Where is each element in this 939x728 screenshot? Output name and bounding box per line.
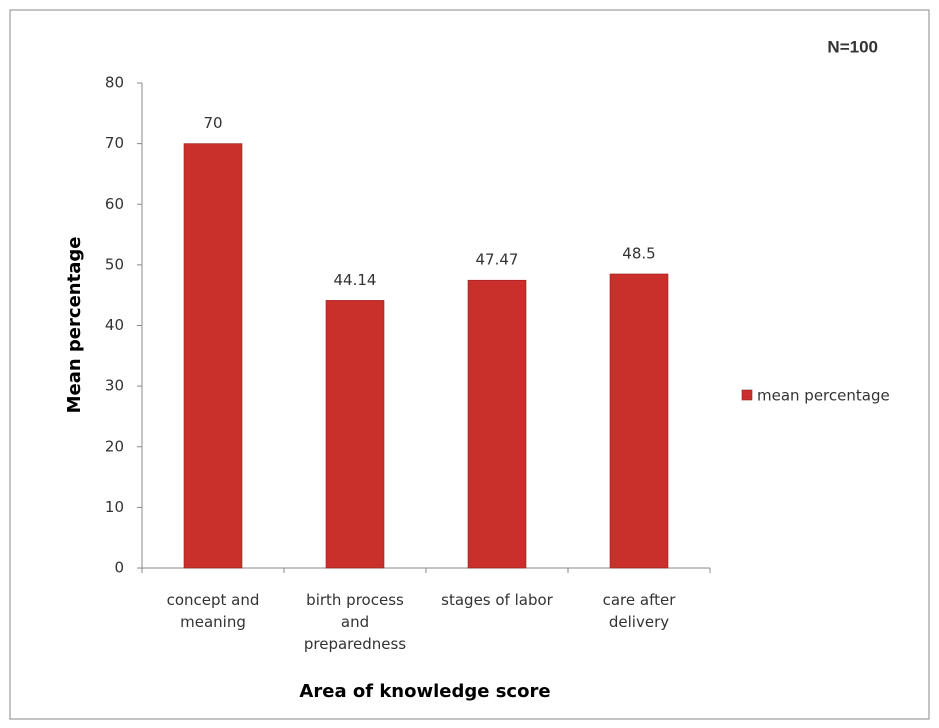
bar — [609, 273, 669, 569]
y-tick-label: 60 — [105, 195, 124, 213]
y-tick-label: 30 — [105, 377, 124, 395]
y-tick-label: 70 — [105, 134, 124, 152]
y-tick-label: 40 — [105, 316, 124, 334]
y-axis-title: Mean percentage — [64, 237, 85, 414]
bar — [325, 300, 385, 569]
y-tick-label: 20 — [105, 437, 124, 455]
x-tick-label: stages of labor — [441, 591, 553, 609]
bar — [467, 279, 527, 569]
y-tick-label: 80 — [105, 74, 124, 92]
x-axis-title: Area of knowledge score — [299, 681, 550, 702]
y-tick-label: 10 — [105, 498, 124, 516]
value-label: 70 — [203, 114, 222, 132]
value-label: 44.14 — [334, 271, 377, 289]
annotation: N=100 — [827, 37, 878, 56]
bar — [183, 143, 243, 569]
y-tick-label: 0 — [114, 559, 124, 577]
x-tick-label: care after delivery — [602, 591, 676, 631]
legend-marker — [741, 389, 753, 401]
chart-border — [9, 9, 930, 720]
y-tick-label: 50 — [105, 255, 124, 273]
value-label: 47.47 — [476, 251, 519, 269]
x-tick-label: birth process and preparedness — [303, 591, 407, 653]
legend-label: mean percentage — [757, 387, 890, 405]
value-label: 48.5 — [622, 244, 655, 262]
x-tick-label: concept and meaning — [166, 591, 260, 631]
